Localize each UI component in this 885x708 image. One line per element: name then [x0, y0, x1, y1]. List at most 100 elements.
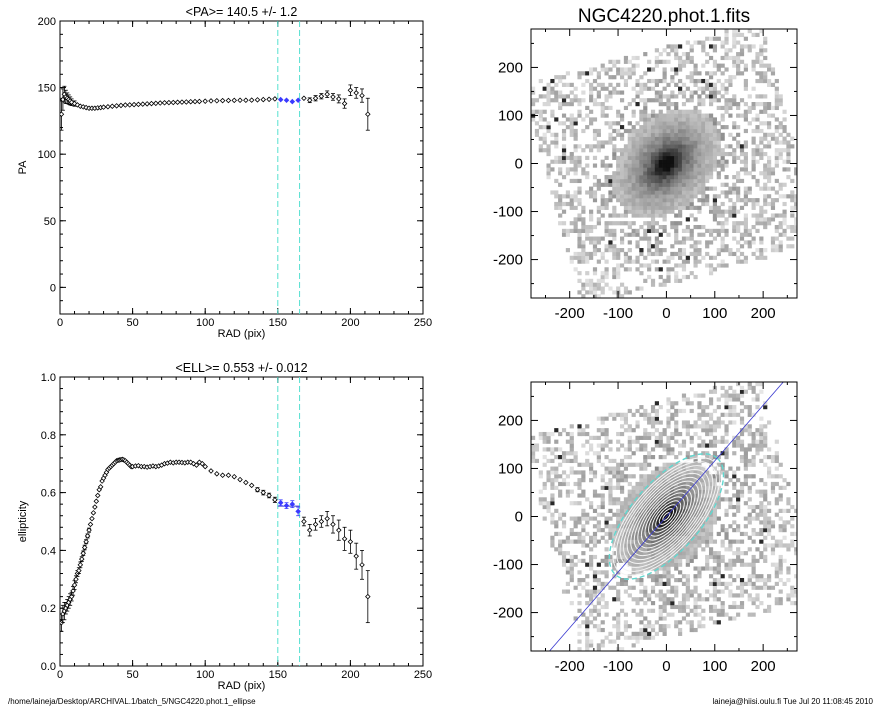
chart-3-pixel — [627, 439, 632, 444]
chart-1-ytick-label-5: 1.0 — [41, 372, 56, 384]
chart-2-pixel — [689, 175, 694, 180]
chart-2-pixel — [755, 151, 760, 157]
chart-3-pixel — [581, 428, 586, 433]
chart-3-pixel — [708, 431, 714, 437]
chart-2-pixel — [755, 102, 760, 107]
chart-2-pixel — [616, 82, 621, 87]
chart-2-pixel — [666, 98, 671, 103]
chart-3-pixel — [573, 481, 578, 487]
chart-3-pixel — [701, 428, 706, 433]
chart-0-xtick-label-1: 50 — [126, 317, 138, 329]
chart-3-pixel — [616, 520, 621, 525]
chart-2-pixel — [763, 255, 768, 260]
chart-2-pixel — [662, 209, 667, 214]
chart-2-pixel — [619, 167, 625, 172]
chart-3-pixel — [712, 593, 718, 598]
chart-2-pixel — [743, 217, 748, 222]
chart-3-pixel — [724, 508, 729, 513]
chart-2-pixel — [546, 98, 551, 103]
chart-3-pixel — [751, 435, 756, 440]
chart-3-pixel — [732, 420, 737, 425]
chart-2-pixel — [589, 194, 594, 199]
chart-3-pixel — [782, 520, 787, 525]
chart-2-pixel — [689, 90, 694, 95]
chart-3-pixel — [666, 493, 671, 498]
chart-3-pixel — [728, 408, 733, 414]
chart-1-ytick-label-1: 0.2 — [41, 603, 56, 615]
chart-2-pixel — [658, 182, 663, 187]
chart-2-pixel — [647, 155, 652, 160]
chart-2-pixel — [720, 213, 725, 218]
chart-3-pixel — [650, 608, 656, 613]
chart-3-pixel — [612, 412, 617, 417]
chart-3-pixel — [670, 451, 675, 456]
chart-2-pixel — [693, 125, 698, 130]
chart-2-pixel — [546, 163, 551, 168]
chart-3-pixel — [631, 631, 636, 636]
chart-2-pixel — [705, 251, 710, 257]
chart-2-pixel — [708, 125, 714, 130]
chart-2-pixel — [759, 209, 764, 214]
chart-3-pixel — [763, 585, 768, 590]
chart-2-pixel — [705, 71, 710, 76]
chart-3-pixel — [666, 516, 671, 521]
chart-3-pixel — [600, 581, 605, 586]
chart-2-pixel — [794, 194, 797, 199]
chart-2-pixel — [635, 240, 640, 245]
chart-3-pixel — [612, 639, 617, 644]
chart-3-pixel — [569, 431, 574, 437]
chart-3-pixel — [681, 420, 687, 425]
chart-2-pixel — [616, 167, 621, 172]
chart-2-pixel — [643, 186, 648, 191]
chart-2-ytick-label-3: 100 — [498, 107, 523, 124]
chart-3-pixel — [770, 455, 776, 460]
chart-3-pixel — [708, 554, 714, 560]
chart-3-pixel — [639, 562, 644, 567]
chart-3-pixel — [794, 531, 797, 537]
chart-2-pixel — [685, 128, 690, 134]
chart-1-point-14 — [79, 556, 85, 562]
chart-3-pixel — [720, 554, 725, 560]
chart-3-pixel — [708, 489, 714, 494]
chart-3-pixel — [589, 470, 594, 475]
chart-3-pixel — [647, 431, 652, 437]
chart-3-pixel — [708, 616, 714, 621]
chart-3-pixel — [604, 428, 609, 433]
chart-3-pixel — [616, 431, 621, 437]
chart-2-pixel — [639, 213, 644, 218]
chart-2-pixel — [681, 140, 687, 145]
chart-3-pixel — [531, 458, 536, 464]
chart-2-pixel — [585, 228, 590, 233]
chart-1-point-79 — [231, 473, 238, 480]
chart-2-pixel — [608, 286, 613, 291]
chart-2-pixel — [635, 259, 640, 264]
chart-2-pixel — [705, 159, 710, 164]
chart-2-pixel — [724, 263, 729, 268]
chart-3-pixel — [732, 412, 737, 417]
chart-1-marker-23 — [92, 504, 98, 510]
chart-1-point-101 — [359, 550, 365, 580]
chart-2-pixel — [732, 205, 737, 210]
chart-2-pixel — [619, 178, 625, 184]
chart-2-pixel — [608, 232, 613, 237]
chart-2-pixel — [581, 221, 586, 226]
chart-2-pixel — [627, 102, 632, 107]
chart-3-pixel — [759, 416, 764, 421]
chart-3-pixel — [565, 481, 570, 487]
chart-2-pixel — [573, 221, 578, 226]
chart-2-pixel — [596, 144, 601, 149]
chart-2-pixel — [631, 55, 636, 61]
chart-3-pixel — [619, 501, 625, 506]
chart-2-pixel — [608, 190, 613, 195]
chart-2-pixel — [685, 236, 690, 241]
chart-3-pixel — [716, 554, 721, 560]
chart-2-pixel — [693, 113, 698, 118]
chart-2-pixel — [701, 136, 706, 141]
chart-2-pixel — [755, 144, 760, 149]
chart-3-pixel — [705, 443, 710, 448]
chart-2-pixel — [581, 248, 586, 253]
chart-2-pixel — [635, 163, 640, 168]
chart-3-pixel — [716, 551, 721, 556]
chart-2-pixel — [720, 148, 725, 153]
chart-3-pixel — [550, 512, 555, 517]
